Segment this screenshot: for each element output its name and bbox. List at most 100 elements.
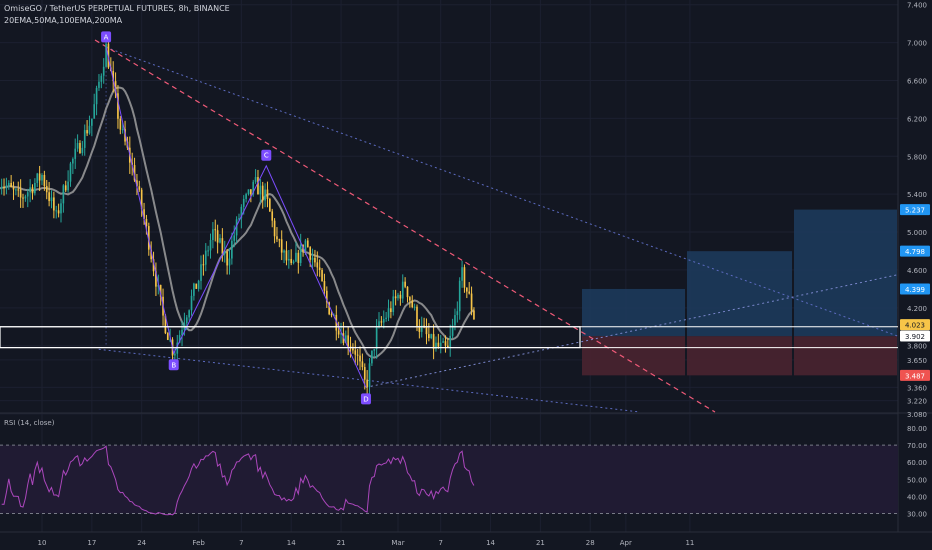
candle-body	[64, 185, 67, 191]
candle-body	[318, 267, 321, 270]
pattern-point-label: D	[363, 395, 368, 403]
price-tick-label: 6.600	[907, 78, 927, 86]
candle-body	[147, 226, 150, 250]
loss-zone	[687, 336, 792, 376]
candle-body	[380, 321, 383, 323]
pattern-point-marker	[168, 359, 179, 371]
chart-grid	[0, 0, 932, 533]
candle-body	[117, 93, 119, 119]
profit-zone	[582, 288, 685, 337]
time-tick-label: Mar	[391, 539, 404, 547]
candle-body	[337, 330, 340, 335]
candle-body	[19, 189, 22, 198]
candle-body	[404, 281, 406, 287]
candle-body	[207, 250, 209, 252]
candle-body	[451, 325, 454, 336]
time-tick-label: 28	[586, 539, 595, 547]
candle-body	[209, 240, 212, 251]
candle-body	[280, 239, 283, 253]
candle-body	[214, 229, 217, 231]
candle-body	[390, 308, 392, 313]
candle-body	[382, 319, 385, 323]
support-box	[0, 326, 898, 349]
candle-body	[29, 187, 31, 193]
candle-body	[394, 296, 397, 299]
candle-body	[470, 293, 473, 311]
candle-body	[107, 43, 110, 68]
candle-body	[240, 206, 243, 219]
price-tick-label: 3.080	[907, 411, 927, 419]
price-label-text: 4.798	[905, 248, 925, 256]
red-trendline	[94, 39, 716, 413]
abcd-pattern-line	[105, 47, 367, 388]
candle-body	[259, 185, 262, 195]
candle-body	[304, 240, 307, 252]
candle-body	[397, 294, 399, 299]
profit-zone	[687, 251, 792, 337]
candle-body	[378, 321, 380, 327]
candle-body	[269, 198, 271, 212]
candle-body	[133, 165, 136, 181]
candle-body	[325, 290, 328, 303]
time-tick-label: 24	[137, 539, 146, 547]
candle-body	[321, 269, 323, 282]
candle-body	[69, 163, 72, 182]
candle-body	[235, 219, 238, 236]
candle-body	[204, 250, 207, 265]
price-label-badge	[900, 319, 930, 331]
pattern-point-label: B	[171, 361, 176, 369]
price-tick-label: 4.200	[907, 305, 927, 313]
candle-body	[242, 198, 245, 207]
candle-body	[190, 295, 193, 311]
trendlines	[94, 39, 899, 413]
loss-zone	[794, 336, 897, 376]
pattern-point-label: A	[104, 33, 109, 41]
candle-body	[38, 173, 41, 181]
candle-body	[200, 264, 202, 281]
price-label-text: 5.237	[905, 207, 925, 215]
candle-body	[121, 129, 124, 131]
candle-body	[136, 180, 138, 187]
pattern-point-marker	[101, 31, 112, 43]
candle-body	[361, 361, 364, 368]
candle-body	[295, 252, 297, 262]
candle-body	[428, 334, 430, 339]
candle-body	[74, 148, 77, 159]
candle-body	[371, 350, 373, 364]
candle-body	[418, 326, 421, 332]
time-tick-label: 11	[685, 539, 694, 547]
rsi-legend: RSI (14, close)	[4, 419, 55, 427]
candle-body	[95, 87, 98, 105]
rsi-tick-label: 80.00	[907, 425, 927, 433]
price-label-text: 3.902	[905, 333, 925, 341]
candle-body	[442, 341, 444, 343]
candle-body	[245, 194, 247, 199]
candle-body	[10, 182, 12, 187]
candle-body	[409, 297, 411, 301]
candle-body	[432, 334, 435, 349]
rsi-pane	[0, 444, 898, 516]
candle-body	[283, 250, 285, 253]
time-tick-label: 21	[337, 539, 346, 547]
candle-body	[5, 185, 8, 188]
candle-body	[31, 187, 34, 194]
candle-body	[366, 379, 368, 387]
abcd-pattern: A B C D	[101, 31, 371, 405]
candle-body	[79, 143, 81, 154]
candle-body	[15, 189, 17, 191]
candle-body	[145, 219, 148, 227]
candle-body	[316, 262, 319, 268]
rsi-band	[0, 445, 898, 514]
candle-body	[202, 264, 205, 266]
candle-body	[48, 192, 50, 202]
candle-body	[231, 240, 233, 259]
candle-body	[88, 125, 91, 134]
candle-body	[212, 229, 214, 241]
candle-body	[411, 300, 414, 308]
candle-body	[67, 181, 69, 191]
candle-body	[41, 174, 43, 181]
candle-body	[98, 81, 100, 88]
price-tick-label: 3.800	[907, 343, 927, 351]
time-tick-label: 21	[536, 539, 545, 547]
